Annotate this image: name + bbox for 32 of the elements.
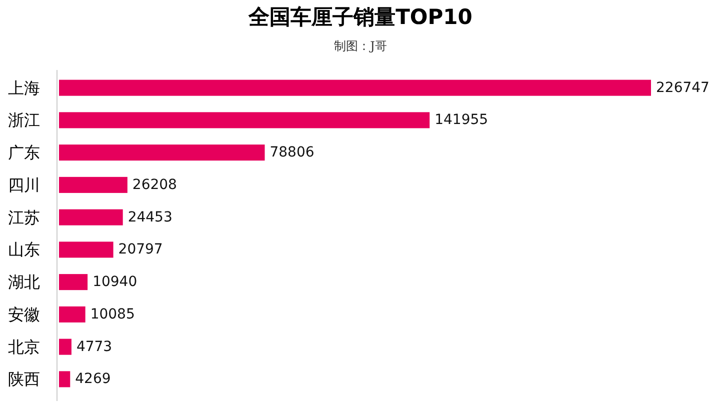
data-label: 10940 (92, 274, 138, 290)
data-label: 26208 (132, 176, 177, 193)
y-tick-label: 四川 (8, 175, 40, 194)
data-label: 78806 (270, 144, 314, 161)
bar (59, 209, 123, 226)
y-tick-label: 江苏 (8, 208, 40, 227)
bar (59, 338, 72, 355)
y-tick-label: 北京 (8, 337, 40, 356)
data-label: 10085 (90, 306, 135, 322)
bar (59, 242, 114, 258)
y-tick-label: 山东 (8, 240, 40, 260)
y-tick-label: 广东 (8, 143, 40, 162)
bar (59, 112, 430, 128)
y-tick-label: 安徽 (8, 304, 40, 324)
y-tick-label: 上海 (8, 78, 40, 98)
bar (59, 176, 128, 193)
data-label: 4269 (75, 371, 111, 388)
data-label: 141955 (434, 112, 488, 128)
y-tick-label: 湖北 (8, 272, 40, 292)
bar (59, 144, 265, 161)
data-label: 24453 (128, 209, 172, 226)
data-label: 4773 (76, 338, 112, 355)
data-label: 20797 (118, 242, 163, 258)
bar (59, 371, 70, 388)
y-tick-label: 浙江 (8, 110, 40, 130)
chart-title: 全国车厘子销量TOP10 (248, 5, 472, 29)
bar (59, 80, 651, 96)
data-label: 226747 (656, 80, 710, 96)
chart-subtitle: 制图：J哥 (334, 39, 387, 53)
y-tick-label: 陕西 (8, 370, 40, 389)
bar (59, 306, 86, 322)
bar (59, 274, 88, 290)
